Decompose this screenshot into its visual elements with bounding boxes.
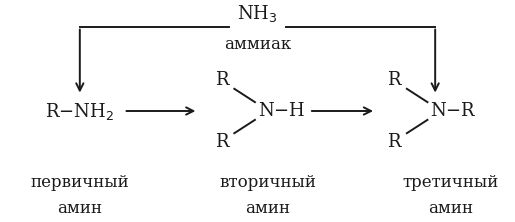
Text: R: R xyxy=(387,133,401,151)
Text: третичный: третичный xyxy=(402,174,499,190)
Text: вторичный: вторичный xyxy=(219,174,316,190)
Text: амин: амин xyxy=(57,200,102,217)
Text: амин: амин xyxy=(245,200,290,217)
Text: аммиак: аммиак xyxy=(224,36,291,53)
Text: амин: амин xyxy=(428,200,473,217)
Text: NH$_3$: NH$_3$ xyxy=(237,3,278,24)
Text: N$-$H: N$-$H xyxy=(258,102,305,120)
Text: R: R xyxy=(215,71,228,89)
Text: R: R xyxy=(387,71,401,89)
Text: первичный: первичный xyxy=(30,174,129,190)
Text: N$-$R: N$-$R xyxy=(430,102,477,120)
Text: R: R xyxy=(215,133,228,151)
Text: R$-$NH$_2$: R$-$NH$_2$ xyxy=(45,101,114,121)
